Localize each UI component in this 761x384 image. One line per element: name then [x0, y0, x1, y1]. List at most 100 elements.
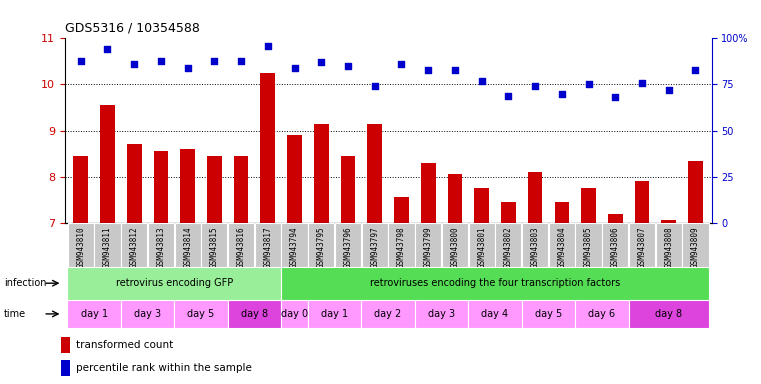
Bar: [234, 156, 248, 223]
Bar: [575, 300, 629, 328]
Bar: [282, 300, 308, 328]
Text: GSM943807: GSM943807: [638, 226, 647, 268]
Bar: [201, 223, 228, 267]
Bar: [174, 223, 201, 267]
Bar: [228, 223, 254, 267]
Text: GSM943810: GSM943810: [76, 226, 85, 268]
Bar: [282, 267, 708, 300]
Text: percentile rank within the sample: percentile rank within the sample: [76, 363, 252, 373]
Bar: [555, 202, 569, 223]
Point: [235, 58, 247, 64]
Bar: [282, 223, 307, 267]
Text: GSM943795: GSM943795: [317, 226, 326, 268]
Bar: [228, 300, 282, 328]
Text: transformed count: transformed count: [76, 340, 174, 350]
Bar: [287, 135, 302, 223]
Bar: [368, 124, 382, 223]
Text: GSM943794: GSM943794: [290, 226, 299, 268]
Text: GSM943806: GSM943806: [611, 226, 619, 268]
Bar: [100, 105, 115, 223]
Bar: [688, 161, 703, 223]
Text: day 5: day 5: [535, 309, 562, 319]
Bar: [341, 156, 355, 223]
Bar: [415, 300, 468, 328]
Bar: [388, 223, 415, 267]
Bar: [528, 172, 543, 223]
Text: day 1: day 1: [321, 309, 349, 319]
Text: GSM943800: GSM943800: [451, 226, 460, 268]
Text: GSM943801: GSM943801: [477, 226, 486, 268]
Text: GDS5316 / 10354588: GDS5316 / 10354588: [65, 22, 199, 35]
Text: GSM943816: GSM943816: [237, 226, 246, 268]
Point: [422, 67, 435, 73]
Text: GSM943799: GSM943799: [424, 226, 433, 268]
Bar: [656, 223, 682, 267]
Text: day 0: day 0: [281, 309, 308, 319]
Text: GSM943815: GSM943815: [210, 226, 219, 268]
Bar: [394, 197, 409, 223]
Text: day 4: day 4: [482, 309, 508, 319]
Bar: [683, 223, 708, 267]
Bar: [575, 223, 602, 267]
Point: [556, 91, 568, 97]
Bar: [94, 223, 120, 267]
Point: [396, 61, 408, 67]
Bar: [73, 156, 88, 223]
Bar: [608, 214, 622, 223]
Bar: [174, 300, 228, 328]
Point: [529, 83, 541, 89]
Point: [154, 58, 167, 64]
Text: GSM943798: GSM943798: [397, 226, 406, 268]
Bar: [447, 174, 462, 223]
Bar: [468, 300, 522, 328]
Bar: [68, 223, 94, 267]
Bar: [148, 223, 174, 267]
Bar: [308, 300, 361, 328]
Text: GSM943813: GSM943813: [157, 226, 165, 268]
Bar: [661, 220, 676, 223]
Text: time: time: [4, 309, 26, 319]
Point: [476, 78, 488, 84]
Text: GSM943796: GSM943796: [343, 226, 352, 268]
Bar: [121, 300, 174, 328]
Text: retroviruses encoding the four transcription factors: retroviruses encoding the four transcrip…: [370, 278, 620, 288]
Text: day 2: day 2: [374, 309, 402, 319]
Text: GSM943811: GSM943811: [103, 226, 112, 268]
Point: [663, 87, 675, 93]
Point: [582, 81, 594, 88]
Point: [315, 59, 327, 65]
Bar: [61, 337, 70, 353]
Bar: [522, 223, 548, 267]
Text: GSM943802: GSM943802: [504, 226, 513, 268]
Bar: [308, 223, 334, 267]
Text: day 8: day 8: [241, 309, 268, 319]
Text: GSM943804: GSM943804: [557, 226, 566, 268]
Bar: [255, 223, 281, 267]
Bar: [68, 300, 121, 328]
Bar: [415, 223, 441, 267]
Bar: [361, 223, 388, 267]
Text: day 8: day 8: [655, 309, 683, 319]
Bar: [635, 181, 649, 223]
Point: [75, 58, 87, 64]
Bar: [207, 156, 221, 223]
Point: [101, 46, 113, 53]
Text: retrovirus encoding GFP: retrovirus encoding GFP: [116, 278, 233, 288]
Text: day 1: day 1: [81, 309, 107, 319]
Text: GSM943814: GSM943814: [183, 226, 192, 268]
Point: [449, 67, 461, 73]
Bar: [68, 267, 282, 300]
Bar: [442, 223, 468, 267]
Point: [288, 65, 301, 71]
Bar: [581, 188, 596, 223]
Bar: [61, 360, 70, 376]
Bar: [335, 223, 361, 267]
Bar: [260, 73, 275, 223]
Text: GSM943817: GSM943817: [263, 226, 272, 268]
Bar: [314, 124, 329, 223]
Bar: [549, 223, 575, 267]
Text: day 3: day 3: [134, 309, 161, 319]
Point: [182, 65, 194, 71]
Bar: [127, 144, 142, 223]
Point: [128, 61, 140, 67]
